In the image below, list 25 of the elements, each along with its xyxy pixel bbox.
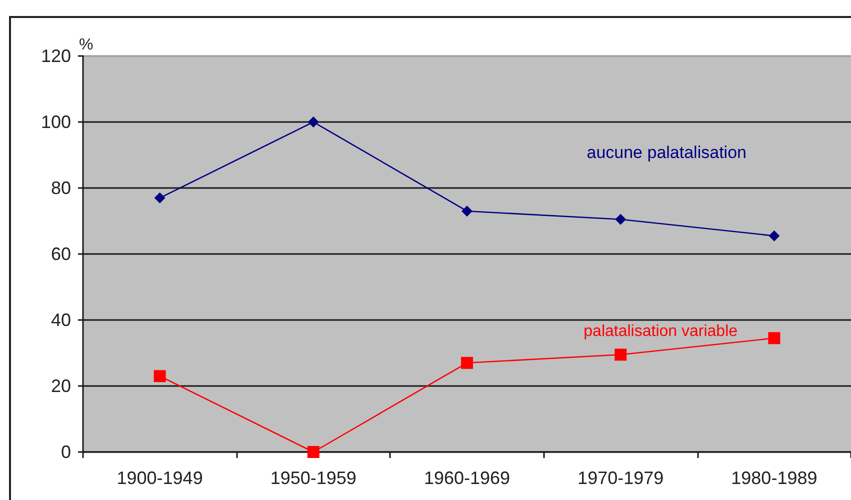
x-tick-label: 1960-1969 xyxy=(424,468,510,488)
point xyxy=(462,206,472,217)
y-tick-label: 60 xyxy=(50,244,71,264)
x-tick-label: 1900-1949 xyxy=(116,468,203,488)
series-label: palatalisation variable xyxy=(584,323,738,340)
x-tick-label: 1970-1979 xyxy=(578,468,664,488)
x-tick-label: 1980-1989 xyxy=(731,468,818,488)
point xyxy=(614,348,627,361)
text: aucune palatalisation xyxy=(586,142,746,162)
point xyxy=(461,356,473,369)
y-tick-label: 80 xyxy=(50,178,71,198)
point xyxy=(307,446,320,458)
y-tick-label: 120 xyxy=(40,46,71,66)
x-tick-label: 1950-1959 xyxy=(270,468,356,488)
y-tick-label: 20 xyxy=(50,376,71,396)
y-tick-label: 40 xyxy=(50,310,71,330)
y-tick-label: 0 xyxy=(60,442,71,462)
point xyxy=(615,214,626,225)
point xyxy=(154,370,166,382)
point xyxy=(768,332,780,344)
point xyxy=(308,116,319,128)
point xyxy=(154,192,166,204)
point xyxy=(768,230,780,242)
y-axis-title: % xyxy=(79,36,94,54)
y-tick-label: 100 xyxy=(40,112,71,132)
